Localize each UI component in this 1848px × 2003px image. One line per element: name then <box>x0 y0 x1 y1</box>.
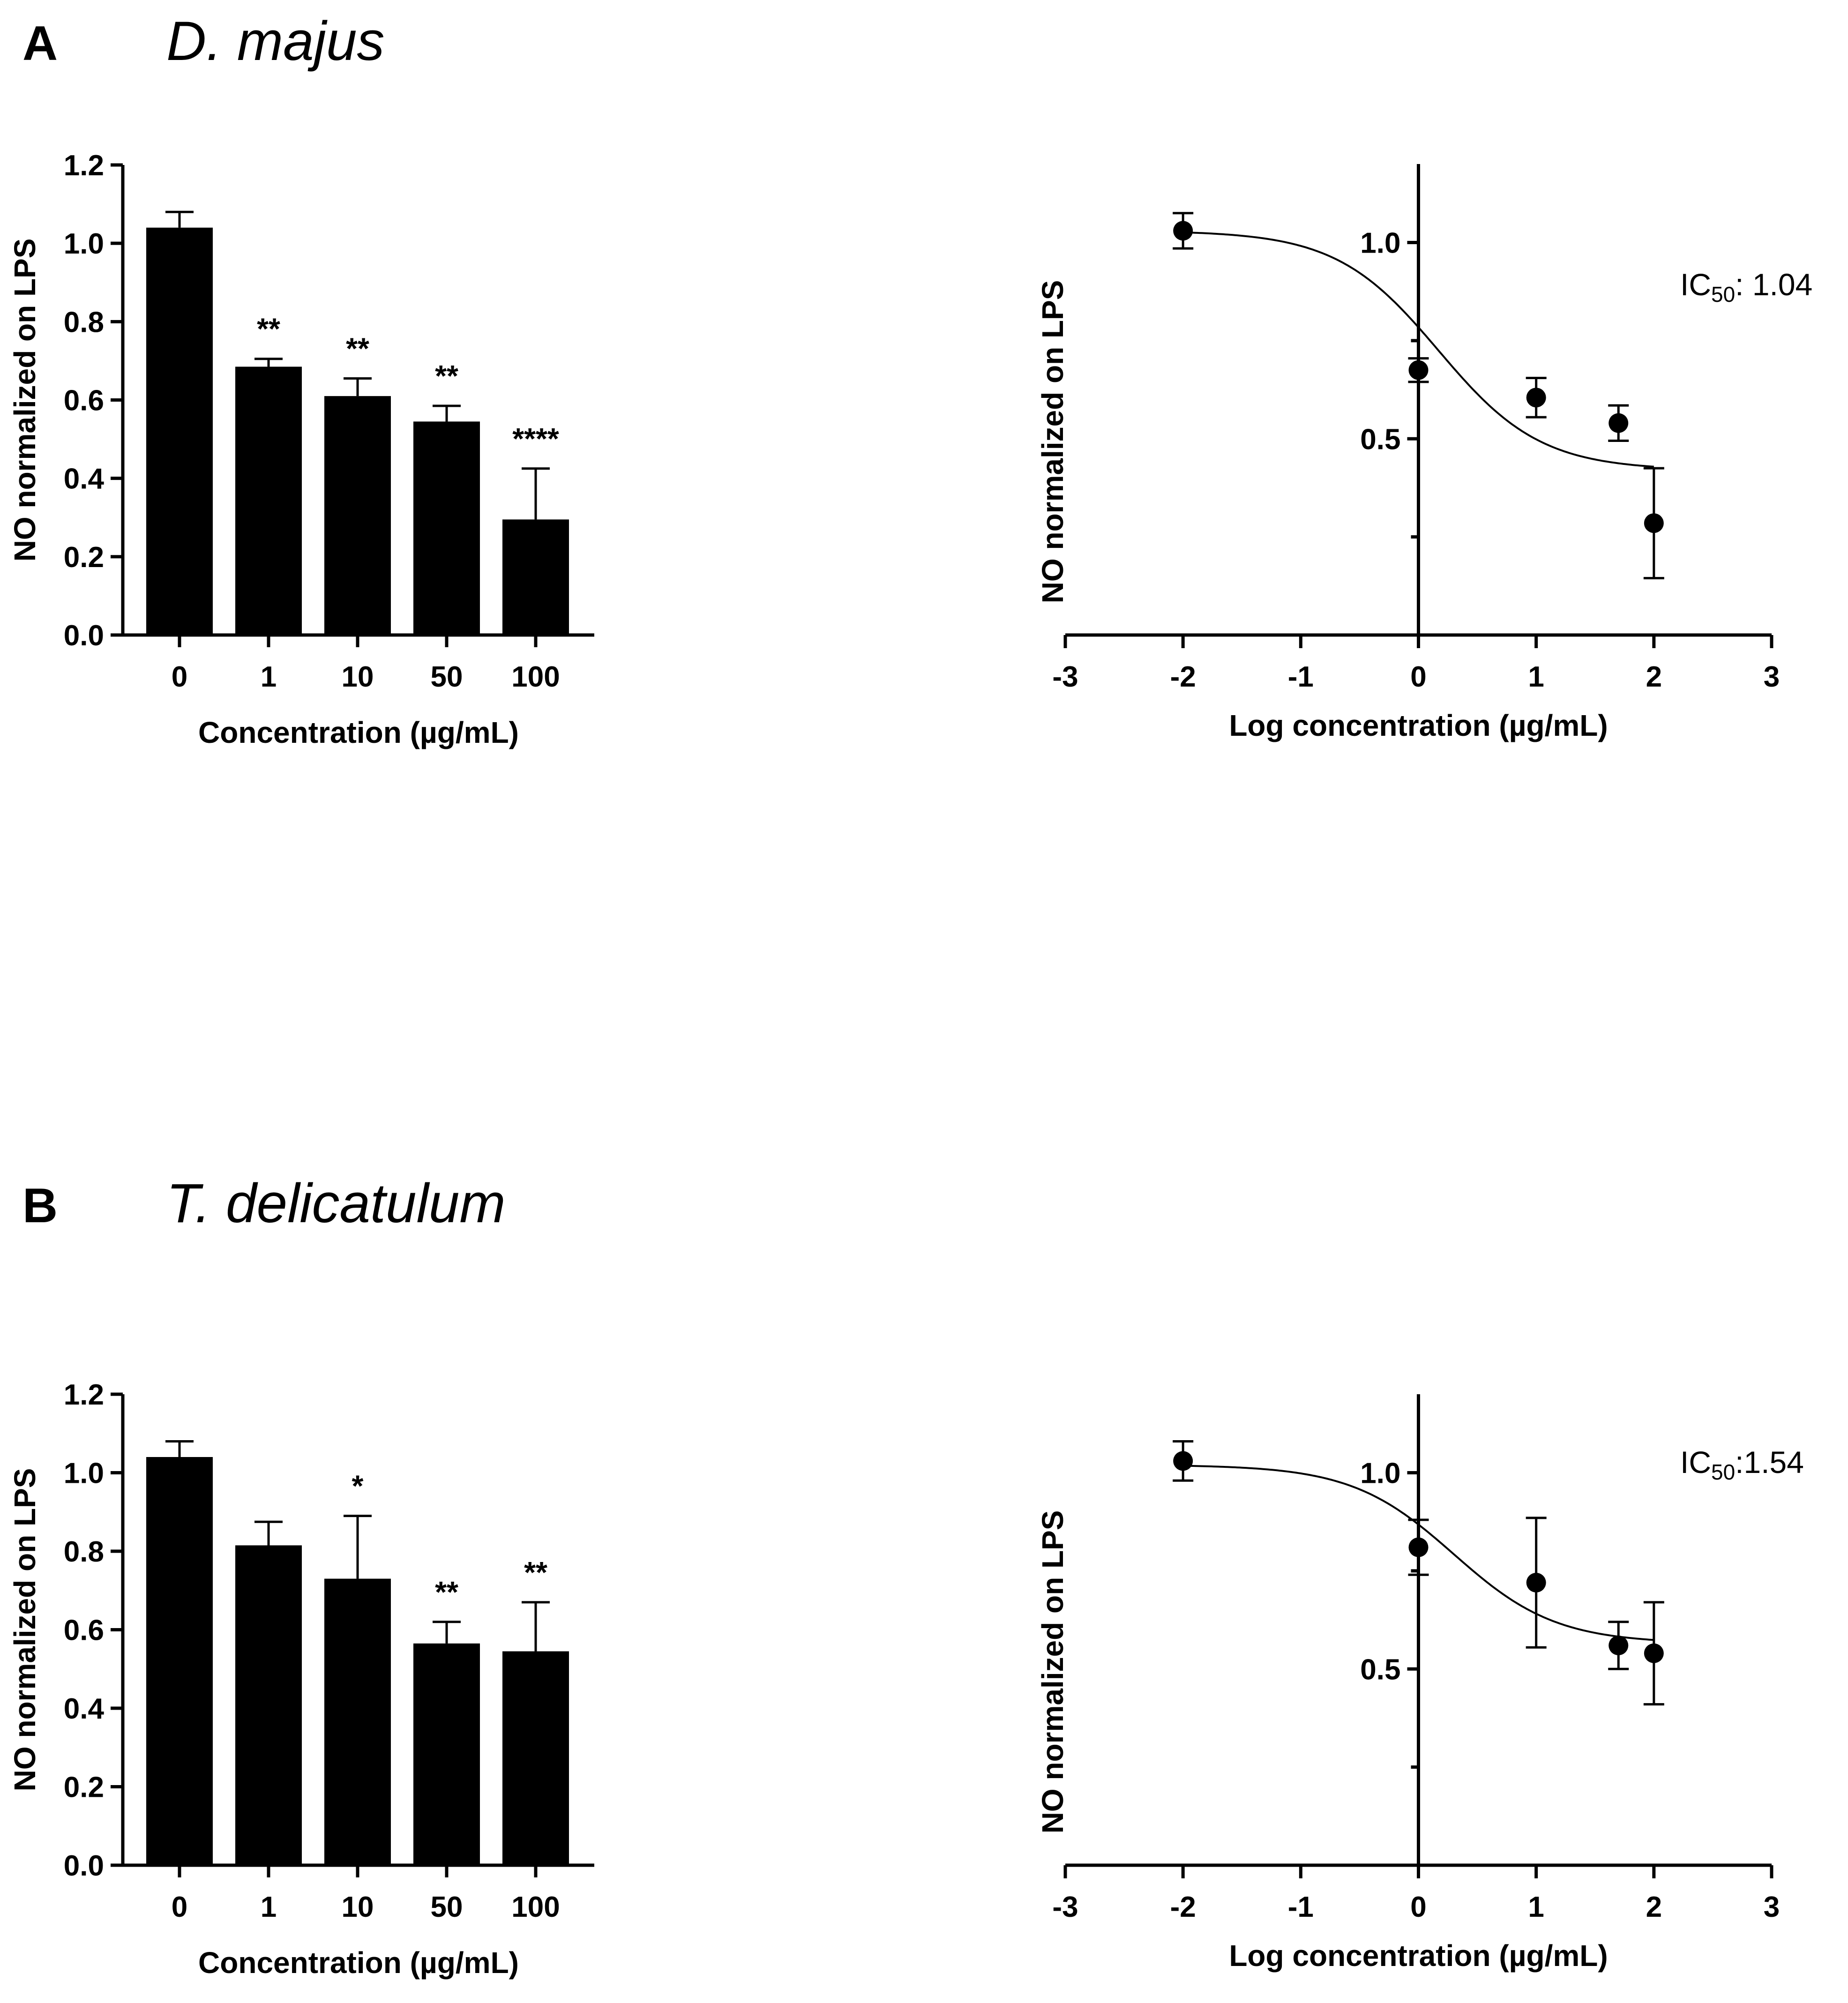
data-point <box>1408 360 1429 380</box>
x-axis-label: Log concentration (µg/mL) <box>1229 1939 1608 1973</box>
dose-response-chart-a: -3 -2 -1 0 1 2 3 0.5 1.0 IC50: 1.04 Log concentrat… <box>1036 164 1812 742</box>
y-tick-label: 1.0 <box>64 1457 104 1490</box>
x-tick-label: 1 <box>261 1891 277 1923</box>
x-tick-label: 100 <box>511 1891 560 1923</box>
data-point <box>1609 413 1629 433</box>
data-point <box>1173 221 1193 241</box>
data-point <box>1609 1636 1629 1655</box>
significance-label: ** <box>435 1575 458 1609</box>
y-tick-label: 0.2 <box>64 1771 104 1804</box>
species-title-a: D. majus <box>166 10 385 72</box>
y-tick-label: 0.0 <box>64 1850 104 1882</box>
x-axis-label: Concentration (µg/mL) <box>198 716 519 749</box>
y-tick-label: 0.4 <box>64 1693 105 1725</box>
x-tick-label: 0 <box>1410 1891 1426 1923</box>
bar <box>502 1651 569 1865</box>
data-point <box>1644 1643 1664 1663</box>
y-tick-label: 0.6 <box>64 1614 104 1647</box>
y-tick-label: 1.2 <box>64 1379 104 1411</box>
x-tick-label: 2 <box>1646 661 1662 693</box>
bar <box>146 1457 213 1865</box>
x-tick-label: 50 <box>431 1891 463 1923</box>
x-tick-label: 3 <box>1764 661 1780 693</box>
x-tick-label: 10 <box>342 661 374 693</box>
species-title-b: T. delicatulum <box>166 1173 506 1234</box>
significance-label: ** <box>346 332 369 366</box>
significance-label: ** <box>435 359 458 393</box>
y-tick-label: 1.0 <box>1360 1457 1400 1490</box>
panel-letter-b: B <box>22 1179 58 1233</box>
bar <box>324 396 391 635</box>
ic50-annotation: IC50:1.54 <box>1680 1445 1804 1484</box>
y-axis-label: NO normalized on LPS <box>1036 1510 1070 1834</box>
panel-letter-a: A <box>22 16 58 71</box>
y-tick-label: 0.5 <box>1360 423 1400 456</box>
x-tick-label: -3 <box>1052 1891 1078 1923</box>
bar-chart-a: 0.0 0.2 0.4 0.6 0.8 1.0 1.2 0 1 ** 10 ** 50 ** 100 ****… <box>8 149 594 749</box>
data-point <box>1408 1537 1429 1557</box>
y-tick-label: 0.0 <box>64 620 104 652</box>
bar <box>146 227 213 635</box>
y-tick-label: 1.0 <box>64 228 104 260</box>
x-tick-label: -2 <box>1170 661 1196 693</box>
bar <box>235 1545 302 1865</box>
bar-chart-b: 0.0 0.2 0.4 0.6 0.8 1.0 1.2 0 1 10 * 50 ** 100 ** Conce… <box>8 1379 594 1980</box>
x-tick-label: 2 <box>1646 1891 1662 1923</box>
x-tick-label: -2 <box>1170 1891 1196 1923</box>
x-tick-label: -1 <box>1288 1891 1314 1923</box>
significance-label: **** <box>512 422 559 456</box>
y-axis-label: NO normalized on LPS <box>1036 280 1070 604</box>
y-tick-label: 1.0 <box>1360 227 1400 260</box>
x-tick-label: 3 <box>1764 1891 1780 1923</box>
x-tick-label: 0 <box>172 1891 187 1923</box>
data-point <box>1526 388 1546 408</box>
significance-label: * <box>352 1469 364 1503</box>
x-tick-label: 0 <box>1410 661 1426 693</box>
y-tick-label: 0.5 <box>1360 1653 1400 1686</box>
x-tick-label: 1 <box>1528 661 1544 693</box>
y-axis-label: NO normalized on LPS <box>8 1468 42 1792</box>
data-point <box>1173 1451 1193 1471</box>
data-point <box>1644 513 1664 533</box>
bar <box>324 1578 391 1865</box>
x-tick-label: 1 <box>1528 1891 1544 1923</box>
x-tick-label: 50 <box>431 661 463 693</box>
fit-curve <box>1183 231 1654 468</box>
x-axis-label: Concentration (µg/mL) <box>198 1946 519 1980</box>
x-tick-label: 10 <box>342 1891 374 1923</box>
y-axis-label: NO normalized on LPS <box>8 239 42 562</box>
x-tick-label: -1 <box>1288 661 1314 693</box>
y-tick-label: 0.2 <box>64 541 104 574</box>
y-tick-label: 0.8 <box>64 1536 104 1568</box>
y-tick-label: 0.8 <box>64 306 104 338</box>
significance-label: ** <box>257 312 280 346</box>
x-tick-label: -3 <box>1052 661 1078 693</box>
x-tick-label: 0 <box>172 661 187 693</box>
y-tick-label: 0.6 <box>64 385 104 417</box>
data-point <box>1526 1573 1546 1592</box>
bar <box>413 421 480 635</box>
y-tick-label: 1.2 <box>64 149 104 182</box>
dose-response-chart-b: -3 -2 -1 0 1 2 3 0.5 1.0 IC50:1.54 Log concentrati… <box>1036 1394 1804 1973</box>
bar <box>413 1643 480 1865</box>
bar <box>502 519 569 635</box>
significance-label: ** <box>524 1555 547 1589</box>
x-tick-label: 1 <box>261 661 277 693</box>
y-tick-label: 0.4 <box>64 463 105 495</box>
bar <box>235 366 302 635</box>
ic50-annotation: IC50: 1.04 <box>1680 267 1812 306</box>
x-tick-label: 100 <box>511 661 560 693</box>
x-axis-label: Log concentration (µg/mL) <box>1229 709 1608 742</box>
